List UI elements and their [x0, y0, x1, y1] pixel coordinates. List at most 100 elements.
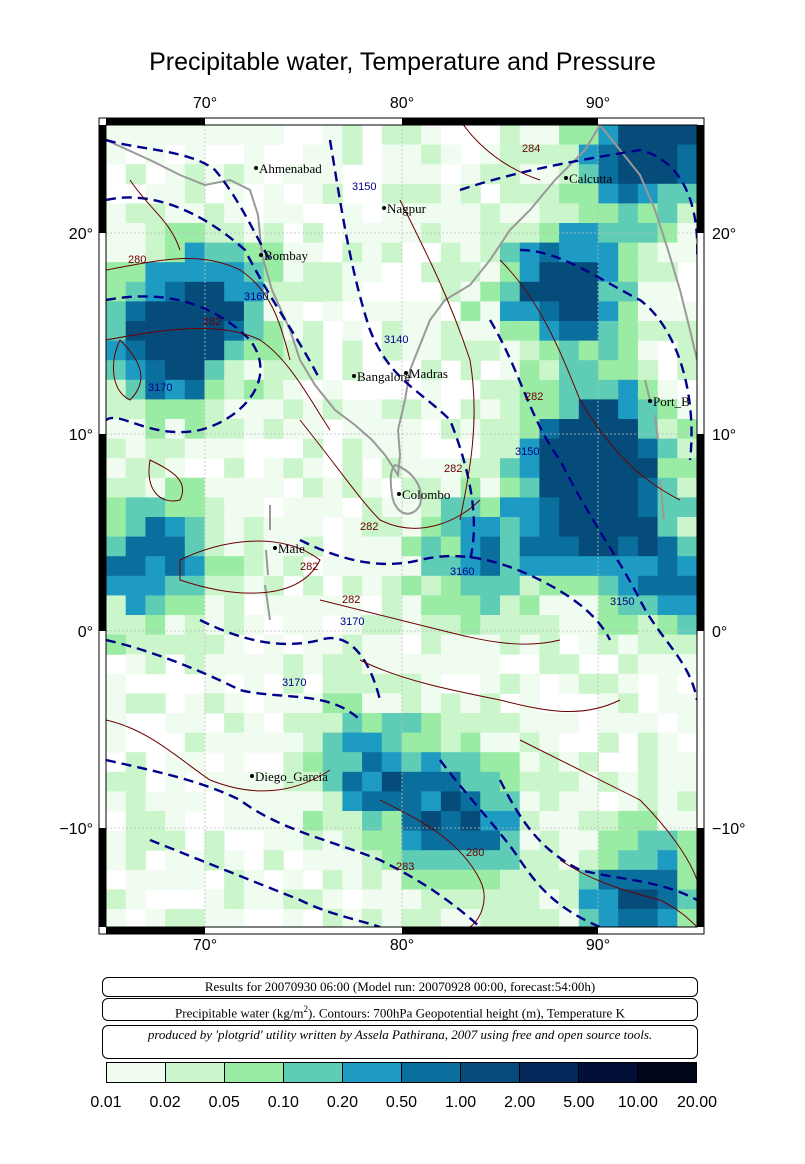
precip-cell: [381, 791, 402, 812]
precip-cell: [637, 850, 659, 871]
precip-cell: [145, 615, 166, 636]
precip-cell: [637, 242, 659, 263]
precip-cell: [637, 497, 659, 518]
precip-cell: [106, 321, 127, 342]
precip-cell: [283, 164, 304, 185]
lat-label-left: 20°: [69, 226, 93, 243]
precip-cell: [224, 752, 245, 773]
precip-cell: [618, 419, 639, 440]
precip-cell: [342, 850, 363, 871]
precip-cell: [559, 281, 580, 302]
precip-cell: [637, 340, 659, 361]
precip-cell: [598, 909, 619, 927]
precip-cell: [460, 164, 481, 185]
precip-cell: [677, 164, 697, 185]
precip-cell: [106, 791, 127, 812]
precip-cell: [125, 497, 146, 518]
precip-cell: [184, 595, 205, 616]
precip-cell: [204, 850, 225, 871]
precip-cell: [637, 399, 659, 420]
precip-cell: [677, 399, 697, 420]
precip-cell: [559, 262, 580, 283]
precip-cell: [322, 771, 343, 792]
precip-cell: [421, 379, 442, 400]
city-label: Madras: [409, 366, 448, 381]
contour-label: 282: [444, 463, 462, 475]
precip-cell: [145, 830, 166, 851]
precip-cell: [637, 732, 659, 753]
precip-cell: [106, 556, 127, 577]
precip-cell: [677, 556, 697, 577]
precip-cell: [460, 301, 481, 322]
precip-cell: [342, 556, 363, 577]
precip-cell: [184, 497, 205, 518]
precip-cell: [657, 125, 678, 146]
precip-cell: [539, 203, 560, 224]
precip-cell: [283, 262, 304, 283]
precip-cell: [165, 399, 186, 420]
precip-cell: [657, 556, 678, 577]
precip-cell: [480, 536, 501, 557]
precip-cell: [637, 477, 659, 498]
precip-cell: [500, 399, 521, 420]
precip-cell: [322, 125, 343, 146]
precip-cell: [184, 517, 205, 538]
precip-cell: [519, 909, 540, 927]
precip-cell: [637, 595, 659, 616]
precip-cell: [657, 615, 678, 636]
precip-cell: [677, 360, 697, 381]
precip-cell: [519, 321, 540, 342]
precip-cell: [362, 399, 383, 420]
precip-cell: [106, 889, 127, 910]
precip-cell: [401, 771, 422, 792]
precip-cell: [637, 713, 659, 734]
precip-cell: [657, 281, 678, 302]
colorbar-label: 2.00: [504, 1094, 536, 1111]
precip-cell: [480, 909, 501, 927]
precip-cell: [224, 869, 245, 890]
precip-cell: [145, 399, 166, 420]
precip-cell: [440, 321, 462, 342]
precip-cell: [283, 517, 304, 538]
precip-cell: [598, 575, 619, 596]
temperature-contours: [106, 125, 697, 927]
precip-cell: [559, 830, 580, 851]
precip-cell: [460, 203, 481, 224]
precip-cell: [519, 791, 540, 812]
precip-cell: [204, 281, 225, 302]
precip-cell: [362, 732, 383, 753]
precip-cell: [145, 321, 166, 342]
precip-cell: [519, 203, 540, 224]
precip-cell: [303, 536, 324, 557]
precip-cell: [401, 517, 422, 538]
precip-cell: [303, 811, 324, 832]
precip-cell: [165, 615, 186, 636]
precip-cell: [184, 321, 205, 342]
precip-cell: [500, 360, 521, 381]
precip-cell: [362, 477, 383, 498]
precip-cell: [125, 889, 146, 910]
precip-cell: [224, 693, 245, 714]
city-label: Diego_Garcia: [255, 769, 328, 784]
precip-cell: [657, 144, 678, 165]
precip-cell: [657, 732, 678, 753]
precip-cell: [677, 654, 697, 675]
precip-cell: [283, 771, 304, 792]
precip-cell: [598, 281, 619, 302]
precip-cell: [598, 477, 619, 498]
precip-cell: [224, 360, 245, 381]
precip-cell: [283, 654, 304, 675]
contour-label: 280: [128, 254, 146, 266]
city-markers: Ahmenabad Calcutta Nagpur Bombay MadrasBanga…: [250, 161, 690, 784]
contour-label: 284: [522, 143, 540, 155]
precip-cell: [165, 281, 186, 302]
precip-cell: [283, 203, 304, 224]
precip-cell: [184, 281, 205, 302]
precip-cell: [539, 556, 560, 577]
precip-cell: [243, 517, 265, 538]
precip-cell: [500, 144, 521, 165]
city-diego-garcia: Diego_Garcia: [250, 769, 328, 784]
precip-cell: [578, 575, 599, 596]
precip-cell: [677, 321, 697, 342]
precip-cell: [519, 144, 540, 165]
